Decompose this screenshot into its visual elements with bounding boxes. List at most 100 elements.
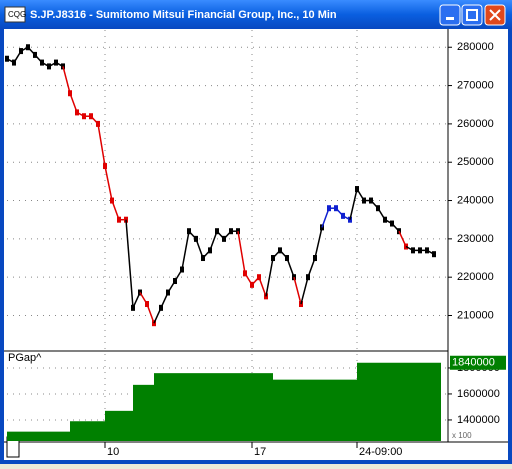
area-step: [49, 431, 56, 441]
area-step: [14, 431, 21, 441]
price-segment: [321, 207, 330, 228]
y-tick-label: 210000: [457, 309, 494, 321]
area-step: [175, 373, 182, 441]
area-step: [231, 373, 238, 441]
area-step: [336, 379, 343, 441]
area-step: [329, 379, 336, 441]
price-segment: [209, 230, 218, 251]
panel-title: PGap^: [8, 352, 42, 364]
y-tick-label: 1400000: [457, 414, 500, 426]
app-icon: [4, 6, 26, 23]
area-step: [399, 362, 406, 441]
price-bar: [432, 251, 436, 258]
area-step: [413, 362, 420, 441]
price-segment: [104, 165, 113, 201]
area-step: [266, 373, 273, 441]
close-icon: [489, 9, 501, 21]
area-step: [294, 379, 301, 441]
y-tick-label: 280000: [457, 41, 494, 53]
x-tick-label: 17: [254, 446, 266, 458]
area-step: [105, 410, 112, 441]
area-step: [434, 362, 441, 441]
area-step: [301, 379, 308, 441]
price-segment: [265, 257, 274, 297]
price-segment: [195, 238, 204, 259]
y-tick-label: 240000: [457, 194, 494, 206]
last-value-label: 1840000: [452, 357, 495, 369]
area-step: [371, 362, 378, 441]
price-segment: [69, 92, 78, 113]
area-step: [364, 362, 371, 441]
y-tick-label: 230000: [457, 233, 494, 245]
area-step: [182, 373, 189, 441]
area-step: [322, 379, 329, 441]
x-tick-label: 24-09:00: [359, 446, 402, 458]
price-segment: [349, 188, 358, 220]
y-tick-label: 260000: [457, 118, 494, 130]
price-segment: [97, 123, 106, 167]
area-step: [245, 373, 252, 441]
area-step: [119, 410, 126, 441]
area-step: [427, 362, 434, 441]
area-step: [196, 373, 203, 441]
price-segment: [314, 227, 323, 259]
area-step: [133, 384, 140, 441]
area-step: [189, 373, 196, 441]
area-step: [224, 373, 231, 441]
price-segment: [307, 257, 316, 278]
y-tick-label: 1600000: [457, 388, 500, 400]
area-step: [287, 379, 294, 441]
price-segment: [62, 66, 71, 94]
area-step: [84, 421, 91, 441]
area-step: [238, 373, 245, 441]
maximize-button[interactable]: [461, 4, 483, 26]
area-step: [385, 362, 392, 441]
area-step: [77, 421, 84, 441]
price-segment: [181, 231, 190, 270]
y-tick-label: 270000: [457, 79, 494, 91]
area-step: [343, 379, 350, 441]
minimize-button[interactable]: [439, 4, 461, 26]
area-step: [126, 410, 133, 441]
price-segment: [125, 219, 134, 308]
app-icon-text: CQG: [8, 10, 26, 19]
price-segment: [258, 276, 267, 297]
y-tick-label: 250000: [457, 156, 494, 168]
area-step: [91, 421, 98, 441]
minimize-icon: [446, 17, 454, 20]
area-step: [56, 431, 63, 441]
price-bar: [61, 63, 65, 70]
x-tick-label: 10: [107, 446, 119, 458]
area-step: [147, 384, 154, 441]
price-segment: [146, 303, 155, 324]
area-step: [280, 379, 287, 441]
area-step: [392, 362, 399, 441]
area-step: [378, 362, 385, 441]
area-step: [28, 431, 35, 441]
area-step: [203, 373, 210, 441]
price-segment: [293, 276, 302, 305]
area-step: [35, 431, 42, 441]
area-step: [259, 373, 266, 441]
area-step: [308, 379, 315, 441]
scale-label: x 100: [452, 431, 472, 440]
area-step: [406, 362, 413, 441]
area-step: [140, 384, 147, 441]
price-segment: [237, 231, 246, 274]
price-segment: [111, 200, 120, 220]
area-step: [112, 410, 119, 441]
area-step: [168, 373, 175, 441]
area-step: [420, 362, 427, 441]
price-segment: [300, 276, 309, 305]
area-step: [252, 373, 259, 441]
area-step: [357, 362, 364, 441]
last-value-box: [450, 355, 506, 370]
area-step: [63, 431, 70, 441]
area-step: [161, 373, 168, 441]
title-bar: [0, 0, 512, 29]
area-step: [154, 373, 161, 441]
area-step: [7, 431, 14, 441]
area-step: [315, 379, 322, 441]
area-step: [21, 431, 28, 441]
